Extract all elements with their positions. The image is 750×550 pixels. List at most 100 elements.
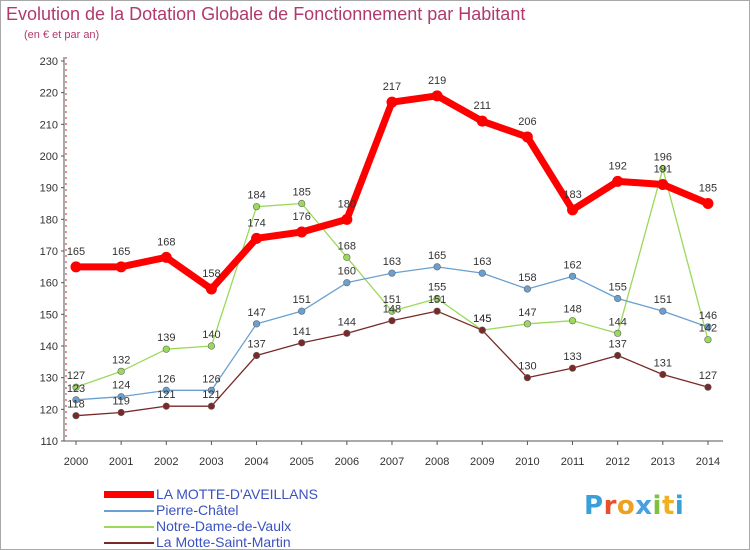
data-label: 165	[112, 246, 130, 258]
data-label: 151	[293, 294, 311, 306]
data-point	[568, 272, 577, 280]
x-tick-label: 2000	[64, 456, 88, 468]
data-label: 145	[473, 313, 491, 325]
data-point	[252, 320, 261, 328]
data-label: 141	[293, 326, 311, 338]
data-label: 121	[202, 389, 220, 401]
data-label: 155	[428, 282, 446, 294]
data-point	[72, 396, 80, 404]
data-label: 180	[338, 198, 356, 210]
data-point	[659, 165, 667, 173]
legend-label: La Motte-Saint-Martin	[156, 534, 291, 550]
x-tick-label: 2006	[335, 456, 359, 468]
data-point	[207, 402, 216, 410]
data-label: 158	[518, 272, 536, 284]
data-point	[614, 329, 622, 337]
data-point	[659, 370, 667, 379]
data-label: 176	[293, 211, 311, 223]
data-point	[117, 408, 125, 417]
data-point	[521, 131, 533, 143]
data-label: 144	[338, 316, 356, 328]
y-tick-label: 180	[40, 214, 58, 226]
data-point	[704, 336, 712, 344]
data-label: 168	[338, 240, 356, 252]
data-point	[614, 294, 622, 303]
data-point	[162, 345, 170, 353]
data-label: 148	[383, 304, 401, 316]
data-label: 130	[518, 361, 536, 373]
data-point	[478, 269, 486, 277]
data-point	[614, 351, 622, 360]
data-point	[433, 263, 441, 271]
data-label: 185	[293, 187, 311, 199]
data-label: 137	[609, 339, 627, 351]
data-label: 133	[563, 351, 581, 363]
x-tick-label: 2005	[289, 456, 313, 468]
data-point	[568, 317, 577, 325]
y-tick-label: 220	[40, 88, 58, 100]
data-label: 219	[428, 75, 446, 87]
logo-letter: i	[652, 491, 662, 521]
x-tick-label: 2002	[154, 456, 178, 468]
y-tick-label: 120	[40, 404, 58, 416]
data-label: 139	[157, 332, 175, 344]
logo-letter: P	[584, 491, 604, 521]
data-point	[388, 269, 396, 277]
series-line	[75, 168, 709, 388]
chart-title: Evolution de la Dotation Globale de Fonc…	[6, 4, 526, 24]
data-point	[162, 386, 170, 394]
data-point	[659, 307, 667, 315]
data-point	[343, 253, 351, 261]
x-tick-label: 2012	[605, 456, 629, 468]
data-point	[388, 307, 396, 315]
x-tick-label: 2003	[199, 456, 223, 468]
data-label: 165	[428, 250, 446, 262]
data-point	[72, 383, 80, 391]
legend-swatch	[104, 542, 154, 544]
data-point	[386, 96, 398, 108]
x-tick-label: 2007	[380, 456, 404, 468]
data-point	[117, 367, 125, 375]
data-label: 137	[247, 339, 265, 351]
data-label: 132	[112, 354, 130, 366]
data-label: 127	[699, 370, 717, 382]
x-tick-label: 2001	[109, 456, 133, 468]
data-point	[298, 199, 306, 208]
data-point	[523, 374, 532, 382]
data-label: 217	[383, 81, 401, 93]
data-point	[704, 383, 712, 391]
data-point	[162, 402, 170, 410]
data-point	[205, 283, 217, 295]
data-label: 123	[67, 383, 85, 395]
data-label: 163	[383, 256, 401, 268]
data-label: 131	[654, 358, 672, 370]
data-point	[568, 364, 577, 372]
logo-letter: r	[603, 491, 617, 521]
x-tick-label: 2013	[651, 456, 675, 468]
labels-la-motte-d-aveillans: 165 165 168 158 174 176 180 217 219 211 206 183 192 1…	[67, 75, 717, 280]
data-label: 146	[699, 310, 717, 322]
data-label: 151	[383, 294, 401, 306]
data-label: 211	[473, 100, 491, 112]
data-point	[433, 307, 441, 315]
data-point	[298, 307, 306, 315]
data-point	[160, 251, 172, 263]
data-point	[298, 339, 306, 347]
data-point	[343, 329, 351, 337]
data-point	[252, 351, 261, 360]
data-point	[388, 317, 396, 325]
data-label: 118	[67, 399, 85, 411]
data-point	[343, 279, 351, 287]
data-point	[433, 294, 441, 303]
data-label: 158	[202, 268, 220, 280]
x-tick-label: 2009	[470, 456, 494, 468]
data-label: 185	[699, 183, 717, 195]
data-label: 151	[654, 294, 672, 306]
series-la-motte-saint-martin	[72, 307, 712, 420]
data-label: 142	[699, 323, 717, 335]
y-tick-label: 110	[40, 436, 58, 448]
data-label: 165	[67, 246, 85, 258]
logo-letter: i	[674, 491, 685, 521]
proxiti-logo: Proxiti	[584, 491, 684, 521]
